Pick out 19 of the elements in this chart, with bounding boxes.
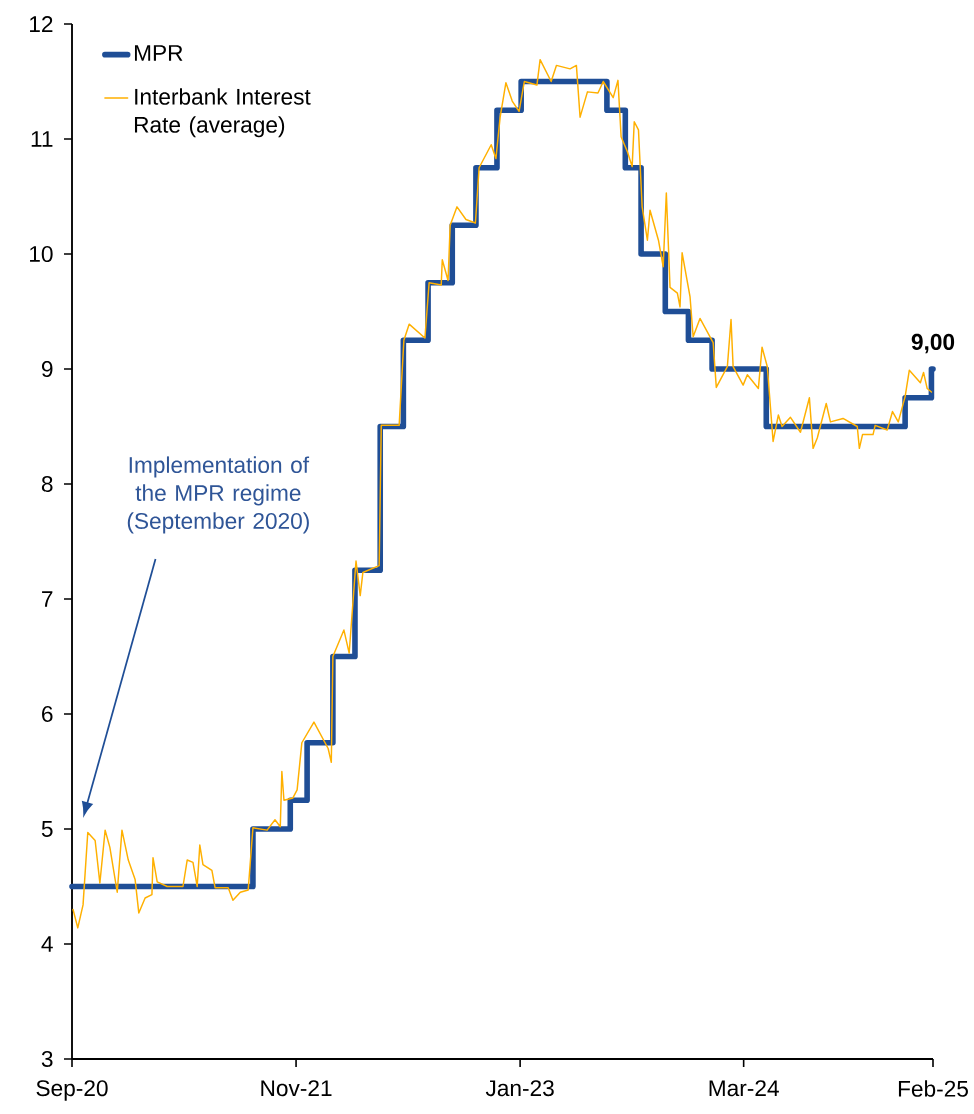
x-tick-label: Sep-20 — [36, 1080, 108, 1101]
y-tick-label: 7 — [42, 591, 53, 607]
legend-label: Interbank Interest Rate (average) — [134, 88, 311, 138]
x-tick-label: Feb-25 — [898, 1080, 968, 1097]
annotation: 9,00 — [911, 333, 955, 354]
y-tick-label: 10 — [30, 245, 53, 263]
legend-label: MPR — [134, 45, 183, 61]
x-tick-label: Nov-21 — [261, 1080, 332, 1097]
y-tick-label: 4 — [41, 936, 53, 952]
x-tick-label: Jan-23 — [485, 1080, 554, 1097]
y-tick-label: 5 — [41, 821, 53, 837]
y-tick-label: 8 — [41, 475, 53, 493]
x-tick-label: Mar-24 — [709, 1080, 779, 1097]
annotation: Implementation of the MPR regime (September 2020) — [127, 456, 310, 534]
y-tick-label: 12 — [30, 16, 53, 32]
y-tick-label: 6 — [42, 705, 53, 723]
y-tick-label: 3 — [41, 1050, 53, 1068]
y-tick-label: 11 — [31, 131, 53, 147]
y-tick-label: 9 — [41, 360, 53, 378]
